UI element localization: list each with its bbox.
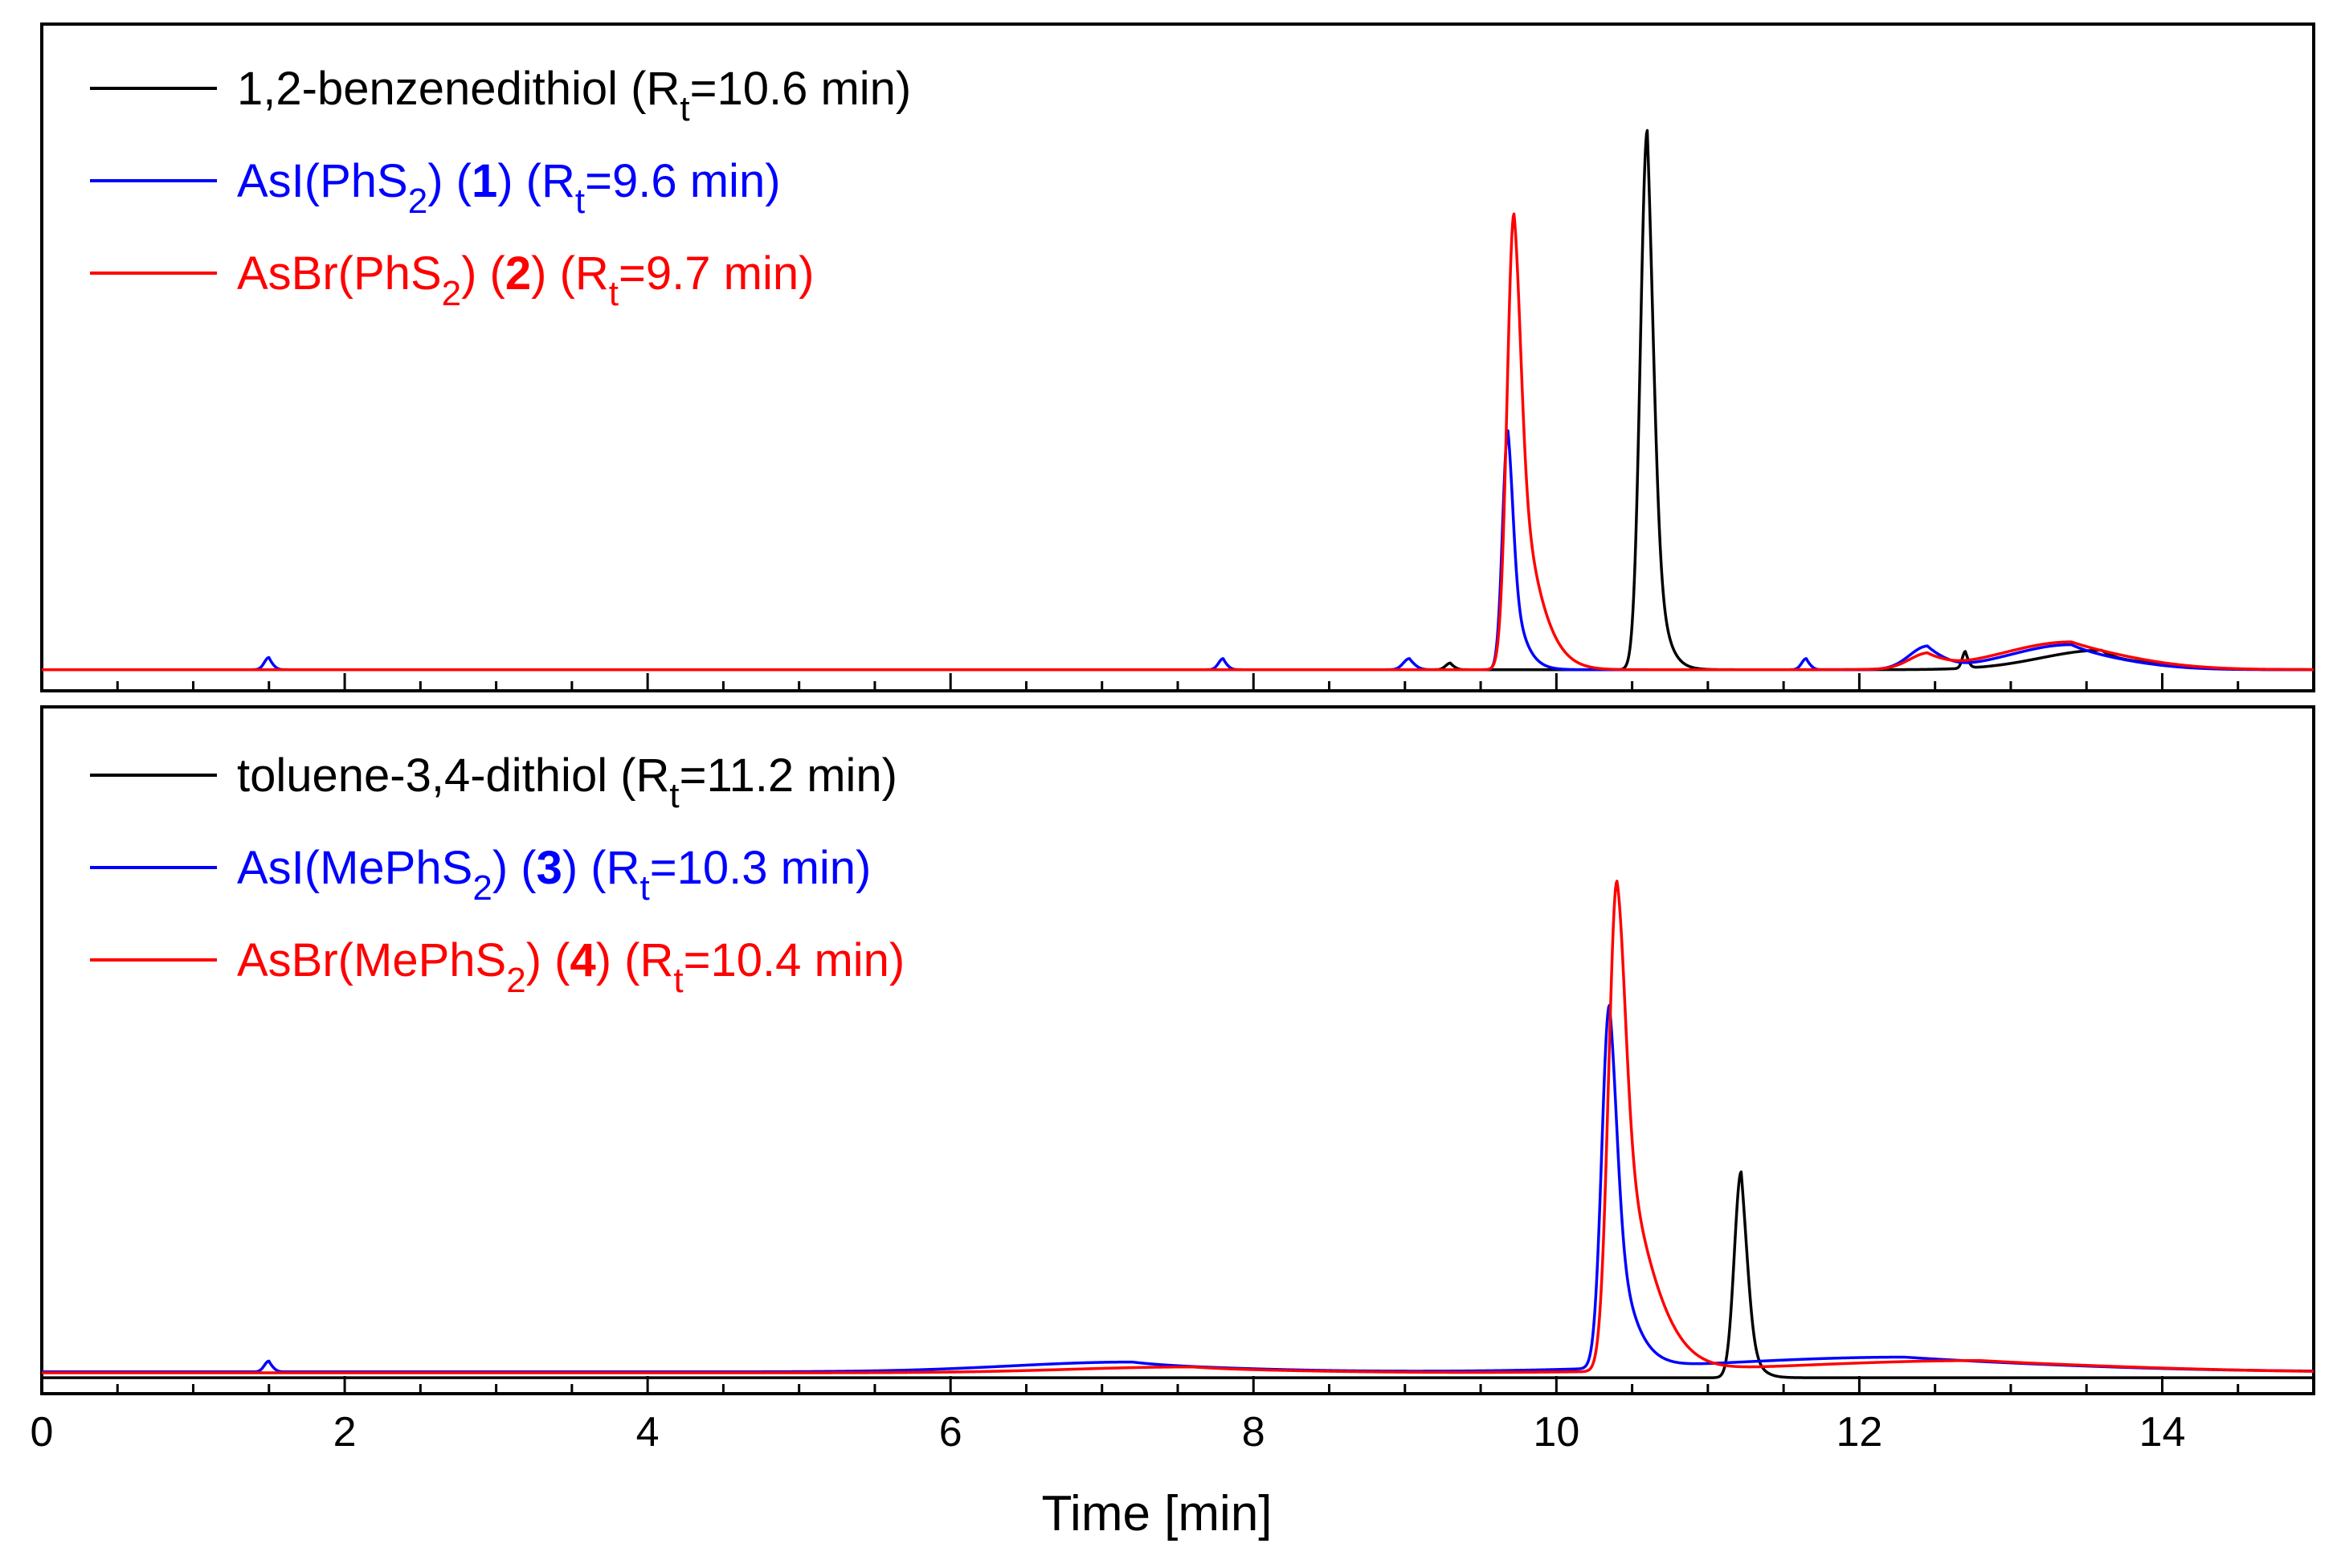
x-tick-label: 0	[31, 1409, 54, 1456]
top-legend-label-0: 1,2-benzenedithiol (Rt=10.6 min)	[237, 63, 911, 129]
bottom-series-asi-mephs2-3-	[41, 1003, 2315, 1374]
x-tick-label: 14	[2139, 1409, 2186, 1456]
bottom-legend-label-0: toluene-3,4-dithiol (Rt=11.2 min)	[237, 749, 897, 815]
x-axis-title: Time [min]	[1041, 1486, 1272, 1541]
top-series-asbr-phs2-2-	[41, 212, 2315, 672]
x-tick-label: 4	[636, 1409, 660, 1456]
x-tick-label: 6	[939, 1409, 962, 1456]
bottom-legend-label-1: AsI(MePhS2) (3) (Rt=10.3 min)	[237, 842, 871, 908]
top-chromatogram-panel: 1,2-benzenedithiol (Rt=10.6 min) AsI(PhS2…	[40, 22, 2315, 692]
top-legend-label-2: AsBr(PhS2) (2) (Rt=9.7 min)	[237, 247, 814, 313]
bottom-series-asbr-mephs2-4-	[41, 880, 2315, 1374]
x-axis: 0 2 4 6 8 10 12 14	[31, 1409, 2186, 1456]
top-series-asi-phs2-1-	[41, 429, 2315, 672]
x-tick-label: 2	[333, 1409, 357, 1456]
bottom-plot-frame	[40, 705, 2315, 1395]
bottom-series-toluene-3-4-dithiol	[41, 1170, 2315, 1379]
x-tick-label: 8	[1242, 1409, 1265, 1456]
bottom-chromatogram-panel: toluene-3,4-dithiol (Rt=11.2 min) AsI(MeP…	[40, 705, 2315, 1395]
top-legend-label-1: AsI(PhS2) (1) (Rt=9.6 min)	[237, 155, 781, 221]
top-series-1-2-benzenedithiol	[41, 129, 2315, 672]
x-tick-label: 10	[1533, 1409, 1579, 1456]
x-tick-label: 12	[1836, 1409, 1882, 1456]
top-plot-frame	[40, 22, 2315, 692]
bottom-legend-label-2: AsBr(MePhS2) (4) (Rt=10.4 min)	[237, 934, 905, 1000]
